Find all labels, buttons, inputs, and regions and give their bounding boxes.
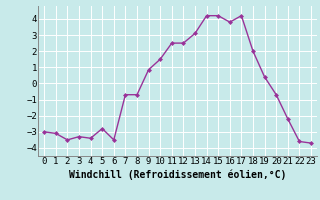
X-axis label: Windchill (Refroidissement éolien,°C): Windchill (Refroidissement éolien,°C): [69, 169, 286, 180]
